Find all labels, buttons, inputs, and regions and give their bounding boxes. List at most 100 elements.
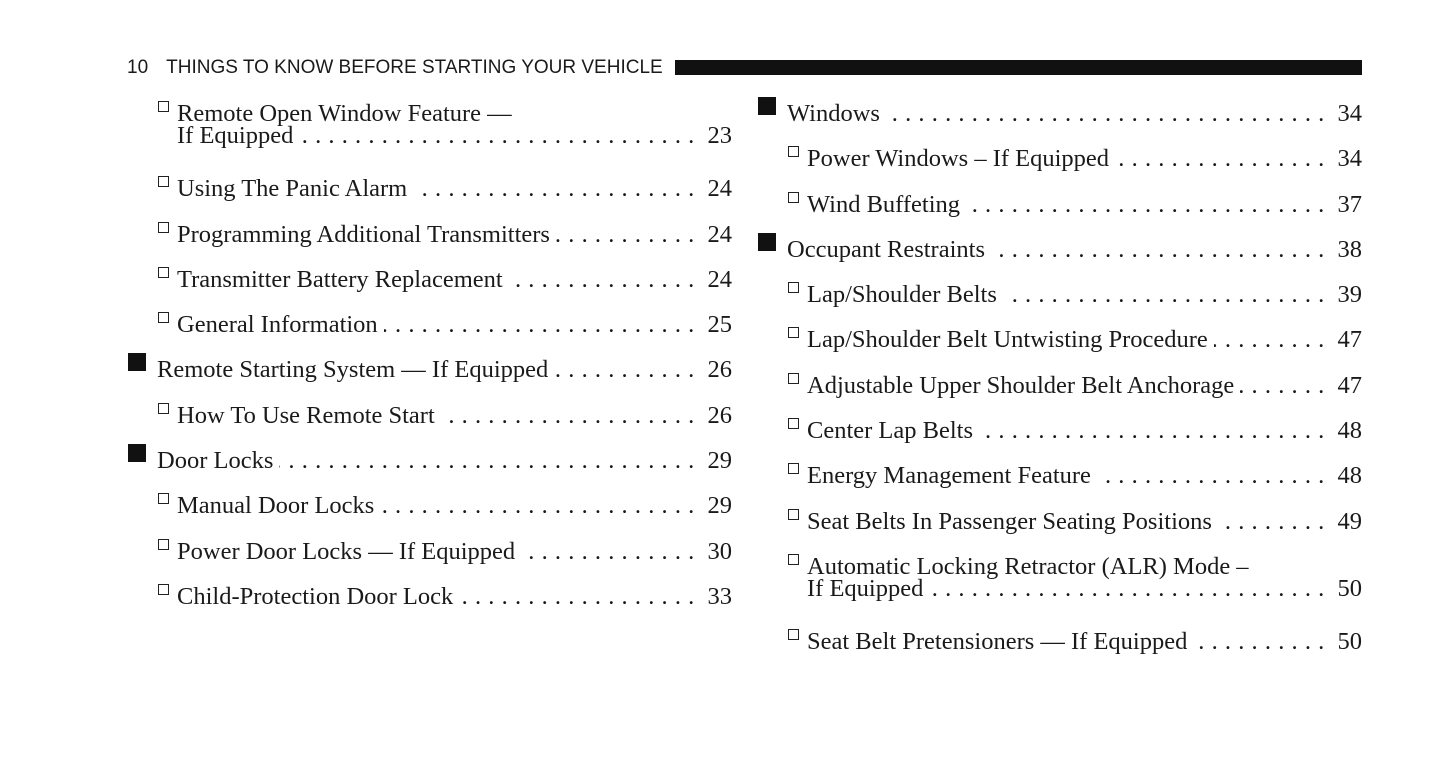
toc-entry-title[interactable]: Power Windows – If Equipped [807, 145, 1110, 173]
dot-leader: ........................................… [979, 417, 1332, 445]
toc-entry[interactable]: Center Lap Belts........................… [757, 408, 1362, 444]
toc-entry-line: Seat Belt Pretensioners — If Equipped...… [757, 619, 1362, 655]
hollow-square-bullet-icon [787, 363, 807, 393]
toc-entry-line: Manual Door Locks.......................… [127, 483, 732, 519]
toc-page-number[interactable]: 38 [1337, 235, 1363, 263]
toc-entry-title[interactable]: Transmitter Battery Replacement [177, 265, 503, 293]
toc-entry-title[interactable]: Manual Door Locks [177, 492, 375, 520]
toc-page-number[interactable]: 33 [707, 582, 733, 610]
toc-entry[interactable]: Transmitter Battery Replacement.........… [127, 257, 732, 293]
hollow-square-bullet-icon [157, 393, 177, 423]
toc-page-number[interactable]: 34 [1337, 145, 1363, 173]
toc-entry-line: Power Door Locks — If Equipped..........… [127, 529, 732, 565]
toc-entry-title[interactable]: Seat Belts In Passenger Seating Position… [807, 507, 1212, 535]
toc-entry-title[interactable]: Windows [787, 100, 880, 127]
toc-entry-title[interactable]: Door Locks [157, 447, 274, 475]
toc-page-number[interactable]: 34 [1337, 100, 1363, 127]
toc-entry[interactable]: Seat Belts In Passenger Seating Position… [757, 499, 1362, 535]
toc-entry-line: Power Windows – If Equipped.............… [757, 136, 1362, 172]
toc-page-number[interactable]: 23 [707, 122, 733, 149]
toc-entry[interactable]: Lap/Shoulder Belt Untwisting Procedure..… [757, 317, 1362, 353]
toc-page-number[interactable]: 24 [707, 265, 733, 293]
toc-entry-title[interactable]: Seat Belt Pretensioners — If Equipped [807, 628, 1188, 656]
toc-page-number[interactable]: 50 [1337, 628, 1363, 656]
hollow-square-bullet-icon [157, 483, 177, 513]
toc-entry-line: Automatic Locking Retractor (ALR) Mode – [757, 544, 1362, 580]
toc-entry[interactable]: Automatic Locking Retractor (ALR) Mode –… [757, 544, 1362, 604]
toc-entry-title[interactable]: Occupant Restraints [787, 235, 985, 263]
toc-entry-title[interactable]: Lap/Shoulder Belts [807, 281, 997, 309]
toc-entry[interactable]: Seat Belt Pretensioners — If Equipped...… [757, 619, 1362, 655]
toc-page-number[interactable]: 25 [707, 311, 733, 339]
toc-entry-title[interactable]: If Equipped [807, 574, 924, 602]
toc-entry[interactable]: Occupant Restraints.....................… [757, 227, 1362, 263]
toc-page-number[interactable]: 26 [707, 401, 733, 429]
toc-entry[interactable]: Programming Additional Transmitters.....… [127, 212, 732, 248]
toc-entry-line: Remote Starting System — If Equipped....… [127, 347, 732, 383]
toc-entry-line: Door Locks..............................… [127, 438, 732, 474]
toc-page-number[interactable]: 24 [707, 220, 733, 248]
toc-entry[interactable]: Child-Protection Door Lock..............… [127, 574, 732, 610]
toc-page-number[interactable]: 26 [707, 356, 733, 384]
dot-leader: ........................................… [383, 311, 702, 339]
toc-entry-line: General Information.....................… [127, 302, 732, 338]
toc-page-number[interactable]: 48 [1337, 417, 1363, 445]
hollow-square-bullet-icon [157, 91, 177, 121]
filled-square-bullet-icon [757, 91, 787, 121]
dot-leader: ........................................… [413, 175, 702, 203]
toc-entry[interactable]: Remote Open Window Feature — If Equipped.… [127, 91, 732, 151]
toc-page-number[interactable]: 48 [1337, 462, 1363, 490]
toc-page-number[interactable]: 50 [1337, 574, 1363, 602]
toc-entry-title[interactable]: Energy Management Feature [807, 462, 1091, 490]
toc-page-number[interactable]: 39 [1337, 281, 1363, 309]
toc-page-number[interactable]: 47 [1337, 371, 1363, 399]
toc-entry-title[interactable]: Adjustable Upper Shoulder Belt Anchorage [807, 371, 1235, 399]
toc-entry[interactable]: Manual Door Locks.......................… [127, 483, 732, 519]
toc-entry-title[interactable]: Using The Panic Alarm [177, 175, 408, 203]
toc-page-number[interactable]: 29 [707, 492, 733, 520]
toc-entry[interactable]: Door Locks..............................… [127, 438, 732, 474]
toc-entry[interactable]: Using The Panic Alarm...................… [127, 166, 732, 202]
toc-entry-line: Adjustable Upper Shoulder Belt Anchorage… [757, 363, 1362, 399]
toc-entry-title[interactable]: Automatic Locking Retractor (ALR) Mode – [807, 552, 1249, 580]
toc-page-number[interactable]: 29 [707, 447, 733, 475]
toc-entry[interactable]: Energy Management Feature...............… [757, 453, 1362, 489]
toc-entry-title[interactable]: Child-Protection Door Lock [177, 582, 454, 610]
toc-entry-title[interactable]: If Equipped [177, 122, 294, 149]
toc-entry-title[interactable]: Wind Buffeting [807, 190, 961, 218]
toc-page-number[interactable]: 47 [1337, 326, 1363, 354]
dot-leader: ........................................… [555, 220, 702, 248]
toc-entry-title[interactable]: Power Door Locks — If Equipped [177, 537, 516, 565]
toc-page-number[interactable]: 37 [1337, 190, 1363, 218]
toc-entry-title[interactable]: Center Lap Belts [807, 417, 974, 445]
toc-entry[interactable]: Power Door Locks — If Equipped..........… [127, 529, 732, 565]
dot-leader: ........................................… [1240, 371, 1332, 399]
toc-entry[interactable]: Power Windows – If Equipped.............… [757, 136, 1362, 172]
toc-page-number[interactable]: 24 [707, 175, 733, 203]
toc-page-number[interactable]: 49 [1337, 507, 1363, 535]
hollow-square-bullet-icon [787, 499, 807, 529]
toc-entry[interactable]: Remote Starting System — If Equipped....… [127, 347, 732, 383]
dot-leader: ........................................… [521, 537, 702, 565]
toc-entry-title[interactable]: Remote Open Window Feature — [177, 100, 512, 127]
hollow-square-bullet-icon [787, 544, 807, 574]
toc-entry-line: If Equipped.............................… [757, 574, 1362, 604]
toc-entry[interactable]: General Information.....................… [127, 302, 732, 338]
toc-entry[interactable]: Adjustable Upper Shoulder Belt Anchorage… [757, 363, 1362, 399]
toc-entry-line: Using The Panic Alarm...................… [127, 166, 732, 202]
toc-entry-title[interactable]: Programming Additional Transmitters [177, 220, 550, 248]
hollow-square-bullet-icon [157, 166, 177, 196]
toc-entry-title[interactable]: Lap/Shoulder Belt Untwisting Procedure [807, 326, 1208, 354]
hollow-square-bullet-icon [157, 574, 177, 604]
toc-page-number[interactable]: 30 [707, 537, 733, 565]
toc-entry[interactable]: Wind Buffeting..........................… [757, 182, 1362, 218]
toc-entry-title[interactable]: Remote Starting System — If Equipped [157, 356, 549, 384]
toc-entry[interactable]: Windows.................................… [757, 91, 1362, 127]
toc-entry-title[interactable]: How To Use Remote Start [177, 401, 435, 429]
toc-entry-title[interactable]: General Information [177, 311, 378, 339]
dot-leader: ........................................… [1003, 281, 1332, 309]
toc-entry-line: Transmitter Battery Replacement.........… [127, 257, 732, 293]
dot-leader: ........................................… [1193, 628, 1332, 656]
toc-entry[interactable]: How To Use Remote Start.................… [127, 393, 732, 429]
toc-entry[interactable]: Lap/Shoulder Belts......................… [757, 272, 1362, 308]
